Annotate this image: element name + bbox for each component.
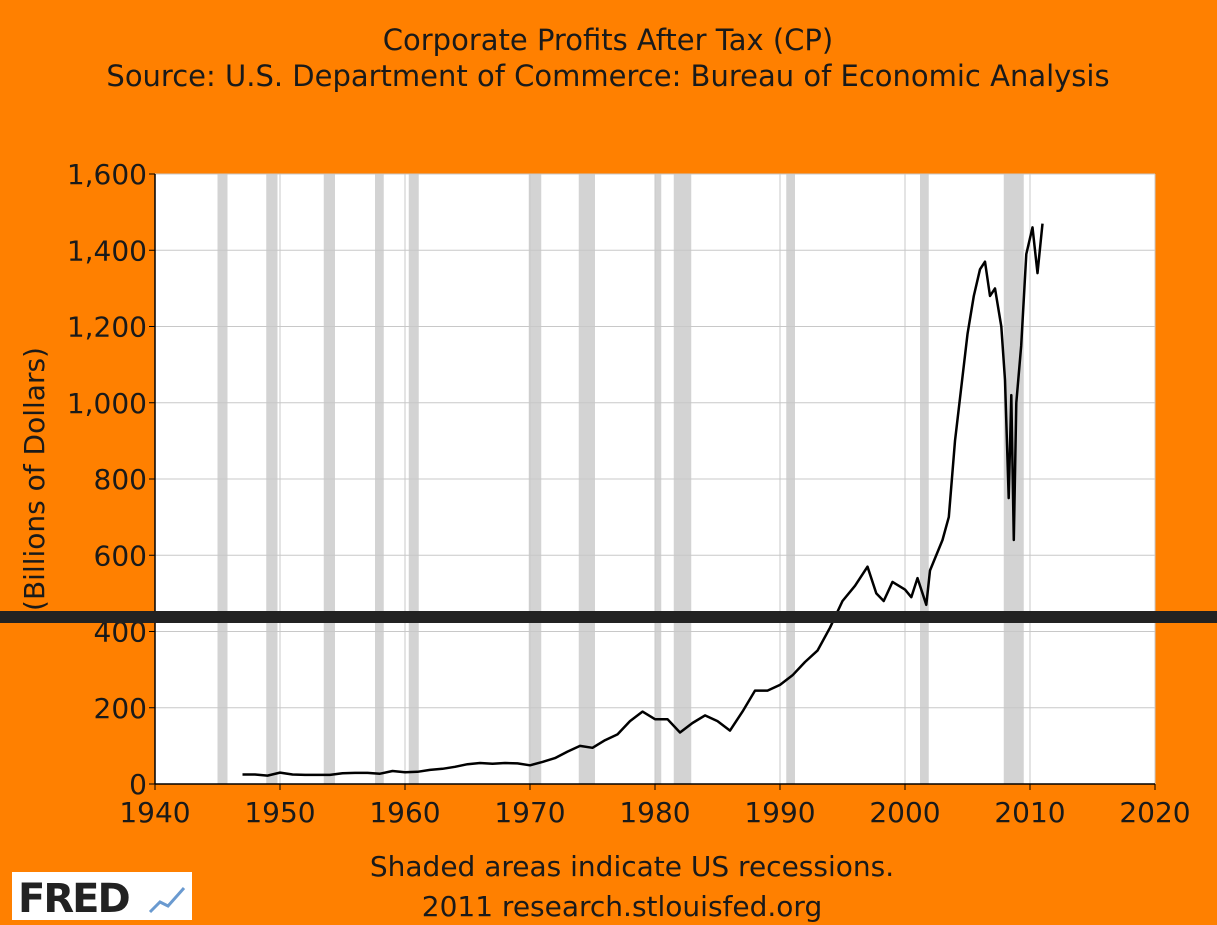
footnote: Shaded areas indicate US recessions.	[370, 850, 894, 883]
y-tick-label: 0	[129, 768, 147, 801]
credit: 2011 research.stlouisfed.org	[422, 890, 822, 923]
y-tick-label: 1,200	[67, 311, 147, 344]
logo-box	[12, 872, 192, 920]
y-tick-label: 1,600	[67, 158, 147, 191]
y-axis-label: (Billions of Dollars)	[18, 347, 51, 611]
x-tick-label: 1990	[744, 796, 815, 829]
y-tick-label: 600	[94, 539, 147, 572]
y-tick-label: 800	[94, 463, 147, 496]
logo: FRED	[18, 876, 129, 922]
x-tick-label: 1950	[244, 796, 315, 829]
chart-subtitle: Source: U.S. Department of Commerce: Bur…	[106, 59, 1110, 93]
x-tick-label: 2000	[869, 796, 940, 829]
chart-title: Corporate Profits After Tax (CP)	[382, 23, 834, 57]
data-line	[242, 223, 1044, 777]
chart-header: Corporate Profits After Tax (CP) Source:…	[68, 22, 1148, 94]
logo-icon	[148, 887, 186, 914]
y-tick-label: 1,000	[67, 387, 147, 420]
x-tick-label: 1940	[119, 796, 190, 829]
x-tick-label: 1960	[369, 796, 440, 829]
x-tick-label: 1980	[619, 796, 690, 829]
y-tick-label: 200	[94, 692, 147, 725]
y-tick-label: 1,400	[67, 234, 147, 267]
x-tick-label: 2010	[994, 796, 1065, 829]
x-tick-label: 1970	[494, 796, 565, 829]
x-tick-label: 2020	[1119, 796, 1190, 829]
